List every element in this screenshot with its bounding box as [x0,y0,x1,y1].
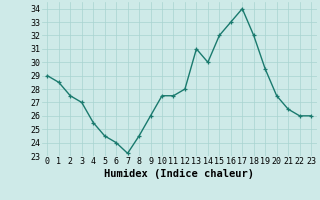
X-axis label: Humidex (Indice chaleur): Humidex (Indice chaleur) [104,169,254,179]
